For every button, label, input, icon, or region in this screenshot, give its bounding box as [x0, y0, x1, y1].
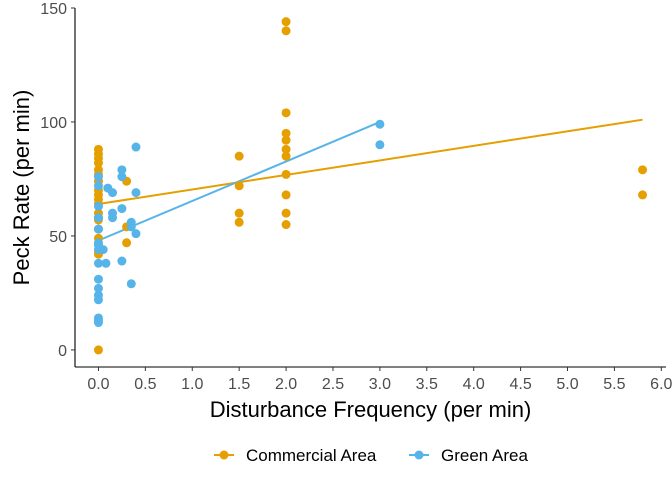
- data-point-series-0: [281, 151, 291, 161]
- data-point-series-0: [281, 26, 291, 36]
- data-point-series-1: [375, 119, 385, 129]
- data-point-series-1: [93, 172, 103, 182]
- legend-key-point: [219, 450, 229, 460]
- data-point-series-0: [281, 128, 291, 138]
- data-point-series-0: [93, 345, 103, 355]
- x-tick-label: 1.0: [181, 376, 203, 393]
- legend-item-commercial-area: Commercial Area: [214, 446, 377, 465]
- data-point-series-1: [93, 224, 103, 234]
- data-point-series-0: [638, 190, 648, 200]
- data-point-series-0: [234, 217, 244, 227]
- data-point-series-0: [234, 151, 244, 161]
- data-point-series-1: [98, 245, 108, 255]
- x-tick-label: 5.0: [556, 376, 578, 393]
- x-tick-label: 1.5: [228, 376, 250, 393]
- x-axis-title: Disturbance Frequency (per min): [210, 397, 532, 422]
- data-point-series-0: [281, 169, 291, 179]
- x-axis-ticks: 0.0 0.5 1.0 1.5 2.0 2.5 3.0 3.5 4.0 4.5 5.0 5.5 6.0: [87, 367, 672, 393]
- x-tick-label: 2.5: [322, 376, 344, 393]
- data-point-series-0: [281, 208, 291, 218]
- data-point-series-1: [101, 258, 111, 268]
- data-point-series-1: [93, 318, 103, 328]
- data-point-series-0: [122, 238, 132, 248]
- data-point-series-1: [117, 256, 127, 266]
- data-point-series-0: [234, 181, 244, 191]
- y-axis-ticks: 0 50 100 150: [40, 1, 75, 360]
- data-point-series-1: [117, 172, 127, 182]
- data-point-series-0: [638, 165, 648, 175]
- data-points: [93, 17, 648, 355]
- data-point-series-0: [281, 108, 291, 118]
- y-tick-label: 100: [40, 115, 67, 132]
- plot-area: [93, 17, 648, 355]
- data-point-series-1: [375, 140, 385, 150]
- data-point-series-1: [131, 142, 141, 152]
- regression-lines: [98, 118, 643, 242]
- legend: Commercial Area Green Area: [214, 446, 528, 465]
- legend-key-point: [414, 450, 424, 460]
- data-point-series-1: [108, 213, 118, 223]
- data-point-series-1: [93, 274, 103, 284]
- data-point-series-1: [93, 283, 103, 293]
- y-tick-label: 50: [49, 229, 67, 246]
- x-tick-label: 3.5: [416, 376, 438, 393]
- data-point-series-0: [234, 208, 244, 218]
- data-point-series-1: [131, 229, 141, 239]
- data-point-series-1: [93, 213, 103, 223]
- data-point-series-1: [126, 222, 136, 232]
- data-point-series-1: [108, 188, 118, 198]
- data-point-series-0: [281, 220, 291, 230]
- fit-line-series-1: [98, 121, 381, 242]
- y-tick-label: 150: [40, 1, 67, 18]
- data-point-series-1: [117, 165, 127, 175]
- data-point-series-0: [93, 158, 103, 168]
- legend-item-green-area: Green Area: [409, 446, 528, 465]
- data-point-series-1: [131, 188, 141, 198]
- data-point-series-0: [281, 17, 291, 27]
- data-point-series-1: [126, 279, 136, 289]
- legend-label: Commercial Area: [246, 446, 377, 465]
- data-point-series-0: [281, 135, 291, 145]
- data-point-series-1: [93, 181, 103, 191]
- x-tick-label: 0.5: [134, 376, 156, 393]
- x-tick-label: 2.0: [275, 376, 297, 393]
- y-axis-title: Peck Rate (per min): [9, 90, 34, 286]
- x-tick-label: 5.5: [603, 376, 625, 393]
- x-tick-label: 4.5: [509, 376, 531, 393]
- data-point-series-0: [281, 144, 291, 154]
- x-tick-label: 0.0: [87, 376, 109, 393]
- data-point-series-1: [117, 204, 127, 214]
- y-tick-label: 0: [58, 343, 67, 360]
- data-point-series-1: [93, 258, 103, 268]
- data-point-series-1: [93, 295, 103, 305]
- x-tick-label: 3.0: [369, 376, 391, 393]
- x-tick-label: 6.0: [650, 376, 672, 393]
- fit-line-series-0: [98, 118, 643, 206]
- x-tick-label: 4.0: [463, 376, 485, 393]
- legend-label: Green Area: [441, 446, 528, 465]
- data-point-series-0: [281, 190, 291, 200]
- data-point-series-1: [93, 201, 103, 211]
